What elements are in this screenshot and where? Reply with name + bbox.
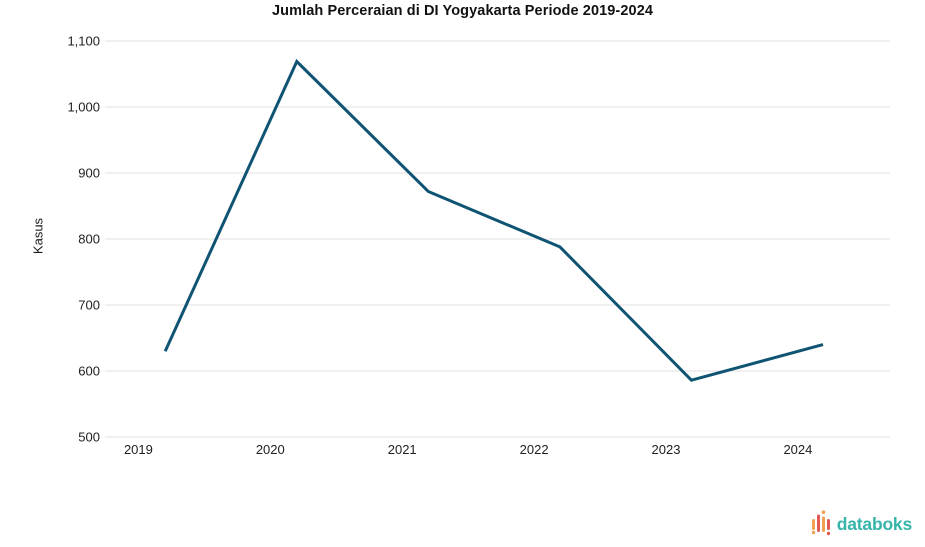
x-tick-label: 2021 <box>388 442 417 457</box>
y-tick-label: 1,100 <box>67 34 100 49</box>
y-tick-label: 500 <box>78 430 100 445</box>
chart-title: Jumlah Perceraian di DI Yogyakarta Perio… <box>271 3 654 19</box>
y-tick-label: 1,000 <box>67 100 100 115</box>
y-tick-label: 600 <box>78 364 100 379</box>
x-tick-label: 2024 <box>783 442 812 457</box>
databoks-wordmark: databoks <box>836 513 912 534</box>
databoks-logo: databoks <box>811 510 912 538</box>
x-tick-label: 2023 <box>652 442 681 457</box>
y-tick-label: 700 <box>78 298 100 313</box>
divorce-trend-line <box>163 58 824 382</box>
x-tick-label: 2019 <box>124 442 153 457</box>
y-tick-label: 900 <box>78 166 100 181</box>
databoks-waveform-icon <box>811 510 830 536</box>
y-tick-label: 800 <box>78 232 100 247</box>
x-tick-label: 2022 <box>520 442 549 457</box>
x-tick-label: 2020 <box>256 442 285 457</box>
